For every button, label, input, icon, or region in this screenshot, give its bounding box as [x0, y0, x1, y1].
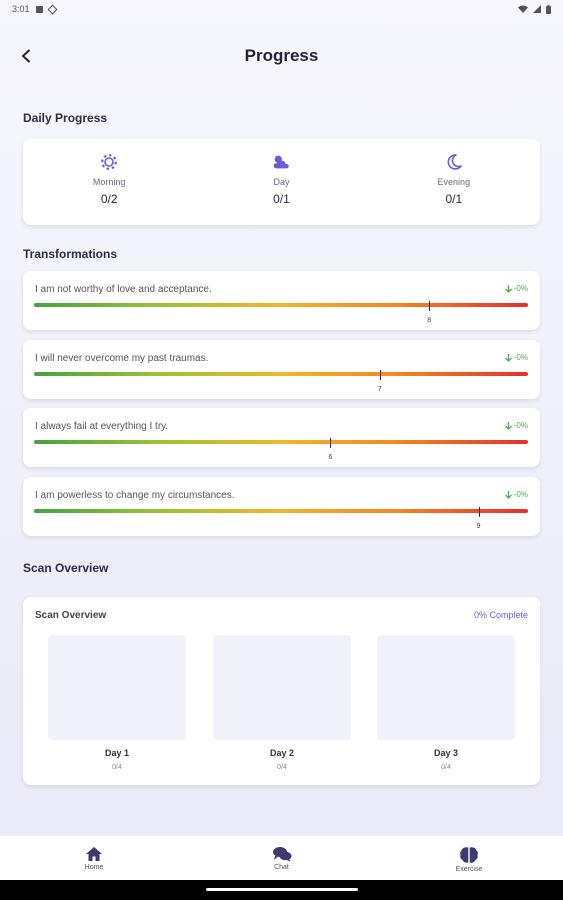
nav-label: Home	[84, 864, 104, 871]
arrow-down-icon	[504, 490, 512, 499]
daily-label: Day	[273, 177, 290, 187]
day-label: Day 2	[269, 748, 295, 758]
nav-label: Chat	[274, 864, 289, 871]
transformations-title: Transformations	[23, 247, 118, 261]
daily-count: 0/1	[273, 192, 290, 206]
transformation-change: -0%	[504, 353, 528, 362]
daily-item-morning[interactable]: Morning 0/2	[23, 139, 195, 225]
scale-marker	[330, 438, 332, 448]
arrow-down-icon	[504, 284, 512, 293]
transformation-change: -0%	[504, 421, 528, 430]
daily-item-day[interactable]: Day 0/1	[195, 139, 367, 225]
transformation-card[interactable]: I am not worthy of love and acceptance. …	[23, 271, 540, 330]
scan-card-title: Scan Overview	[35, 610, 107, 621]
brain-icon	[460, 847, 478, 863]
home-gesture-handle[interactable]	[206, 888, 358, 891]
nav-exercise[interactable]: Exercise	[445, 836, 493, 880]
change-value: -0%	[513, 421, 528, 430]
nav-chat[interactable]: Chat	[258, 836, 306, 880]
transformation-card[interactable]: I always fail at everything I try. -0% 6	[23, 408, 540, 467]
notification-icon	[35, 5, 43, 13]
arrow-down-icon	[504, 353, 512, 362]
daily-progress-card: Morning 0/2 Day 0/1 Evening 0/1	[23, 139, 540, 225]
scale-marker-label: 8	[427, 317, 432, 324]
scale-marker	[429, 301, 431, 311]
transformation-text: I will never overcome my past traumas.	[35, 353, 209, 364]
scan-complete-status: 0% Complete	[473, 610, 528, 620]
moon-icon	[444, 152, 464, 172]
transformation-card[interactable]: I am powerless to change my circumstance…	[23, 477, 540, 536]
daily-item-evening[interactable]: Evening 0/1	[368, 139, 540, 225]
sun-gear-icon	[99, 152, 119, 172]
chevron-left-icon	[22, 49, 30, 63]
page-title: Progress	[244, 46, 319, 65]
scale-marker-label: 9	[476, 523, 481, 530]
scale-marker	[478, 507, 480, 517]
scale-marker-label: 6	[328, 454, 333, 461]
belief-scale-bar	[34, 509, 528, 513]
day-count: 0/4	[277, 764, 287, 771]
change-value: -0%	[513, 490, 528, 499]
chat-icon	[272, 847, 291, 862]
location-icon	[47, 4, 57, 14]
scale-marker-label: 7	[377, 386, 382, 393]
transformation-text: I am not worthy of love and acceptance.	[35, 284, 212, 295]
nav-home[interactable]: Home	[70, 836, 118, 880]
daily-progress-title: Daily Progress	[23, 111, 108, 125]
transformation-text: I always fail at everything I try.	[35, 421, 169, 432]
signal-icon	[533, 5, 541, 13]
belief-scale-bar	[34, 440, 528, 444]
change-value: -0%	[513, 284, 528, 293]
header: Progress	[0, 40, 563, 72]
day-tile-1[interactable]	[48, 635, 186, 740]
day-count: 0/4	[112, 764, 122, 771]
daily-count: 0/2	[100, 192, 118, 206]
status-bar: 3:01	[0, 0, 563, 18]
home-icon	[86, 847, 102, 861]
wifi-icon	[518, 5, 528, 13]
day-tile-3[interactable]	[377, 635, 515, 740]
scan-overview-card: Scan Overview 0% Complete Day 1 0/4 Day …	[23, 597, 540, 785]
day-count: 0/4	[441, 764, 451, 771]
scan-overview-title: Scan Overview	[23, 561, 109, 575]
change-value: -0%	[513, 353, 528, 362]
transformation-card[interactable]: I will never overcome my past traumas. -…	[23, 340, 540, 399]
status-time: 3:01	[12, 4, 30, 14]
day-label: Day 1	[104, 748, 130, 758]
day-label: Day 3	[433, 748, 459, 758]
nav-label: Exercise	[455, 866, 483, 873]
daily-count: 0/1	[445, 192, 463, 206]
day-tile-2[interactable]	[213, 635, 351, 740]
battery-icon	[546, 4, 551, 14]
system-nav-bar	[0, 880, 563, 900]
arrow-down-icon	[504, 421, 512, 430]
back-button[interactable]	[14, 44, 38, 68]
belief-scale-bar	[34, 372, 528, 376]
transformation-change: -0%	[504, 490, 528, 499]
cloud-sun-icon	[271, 152, 291, 172]
daily-label: Evening	[437, 177, 471, 187]
scale-marker	[379, 370, 381, 380]
daily-label: Morning	[92, 177, 126, 187]
bottom-nav: Home Chat Exercise	[0, 835, 563, 880]
transformation-text: I am powerless to change my circumstance…	[35, 490, 235, 501]
belief-scale-bar	[34, 303, 528, 307]
transformation-change: -0%	[504, 284, 528, 293]
